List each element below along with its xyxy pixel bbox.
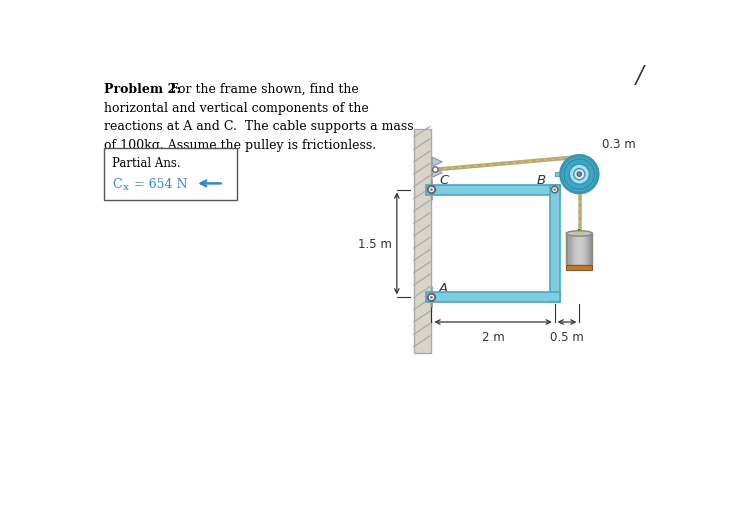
Circle shape (551, 187, 558, 193)
Polygon shape (431, 192, 432, 201)
Circle shape (577, 173, 582, 177)
Circle shape (573, 169, 585, 180)
Bar (555, 173, 580, 177)
Polygon shape (431, 299, 432, 308)
Text: A: A (439, 281, 449, 295)
Bar (577, 234, 579, 266)
Bar (566, 234, 593, 266)
Circle shape (432, 167, 438, 173)
Circle shape (430, 296, 433, 299)
Text: reactions at A and C.  The cable supports a mass: reactions at A and C. The cable supports… (104, 120, 414, 133)
Circle shape (428, 294, 435, 301)
Text: 1.5 m: 1.5 m (358, 238, 392, 250)
Text: C: C (439, 174, 449, 187)
Bar (590, 234, 593, 266)
Bar (550, 185, 559, 303)
Bar (568, 234, 571, 266)
Circle shape (561, 156, 598, 193)
Circle shape (569, 165, 590, 185)
Text: 0.3 m: 0.3 m (602, 137, 636, 150)
Polygon shape (432, 168, 442, 178)
Bar (426, 185, 559, 195)
Polygon shape (432, 158, 442, 167)
Bar (575, 234, 577, 266)
Bar (104, 149, 236, 201)
Text: horizontal and vertical components of the: horizontal and vertical components of th… (104, 101, 369, 115)
Text: For the frame shown, find the: For the frame shown, find the (166, 82, 358, 96)
Text: 0.5 m: 0.5 m (550, 330, 584, 343)
Text: = 654 N: = 654 N (129, 178, 187, 190)
Ellipse shape (566, 231, 593, 237)
Bar (579, 234, 582, 266)
Text: Problem 2:: Problem 2: (104, 82, 181, 96)
Text: Partial Ans.: Partial Ans. (112, 157, 180, 170)
Text: B: B (537, 174, 545, 187)
Text: /: / (636, 65, 644, 88)
Bar (414, 130, 432, 353)
Bar (582, 234, 584, 266)
Bar (566, 234, 568, 266)
Text: of 100kg. Assume the pulley is frictionless.: of 100kg. Assume the pulley is frictionl… (104, 139, 376, 152)
Bar (566, 266, 593, 271)
Circle shape (430, 189, 433, 191)
Text: x: x (123, 183, 129, 191)
Bar (426, 293, 559, 303)
Text: 2 m: 2 m (482, 330, 505, 343)
Bar (573, 234, 575, 266)
Polygon shape (431, 180, 432, 189)
Bar (588, 234, 590, 266)
Polygon shape (431, 287, 432, 296)
Bar (571, 234, 573, 266)
Text: C: C (112, 178, 121, 190)
Circle shape (428, 186, 435, 194)
Bar (586, 234, 588, 266)
Circle shape (554, 189, 556, 191)
Bar (584, 234, 586, 266)
Circle shape (564, 159, 595, 190)
